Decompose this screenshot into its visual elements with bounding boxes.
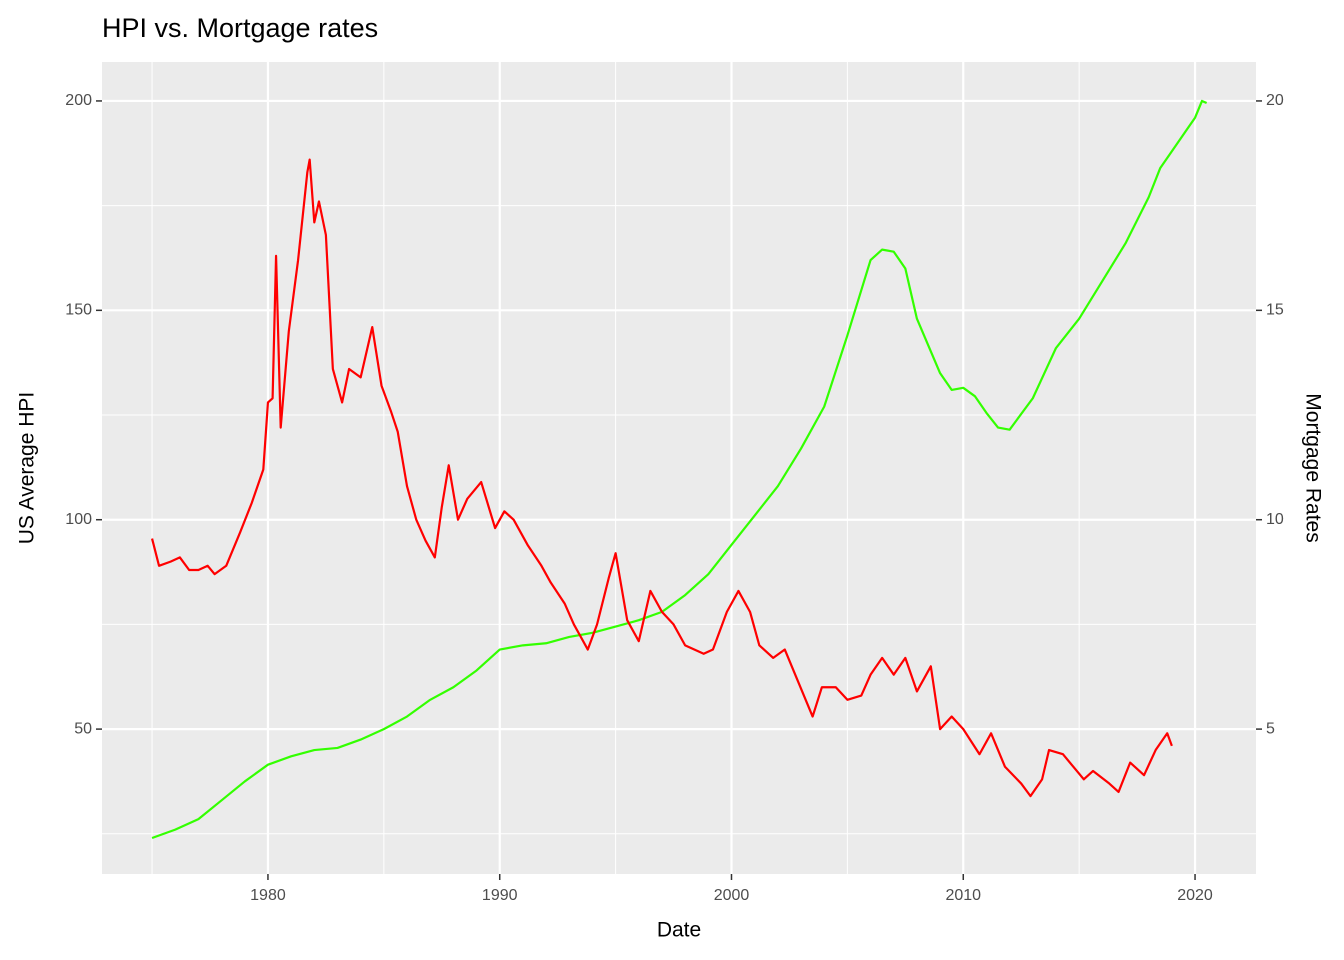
y2-tick-label: 5 (1266, 720, 1275, 737)
x-axis-title: Date (657, 919, 701, 942)
x-tick-label: 1990 (482, 887, 518, 904)
chart-title: HPI vs. Mortgage rates (102, 13, 378, 43)
y2-tick-label: 10 (1266, 511, 1284, 528)
grid (102, 62, 1256, 874)
y-tick-label: 50 (74, 720, 92, 737)
x-tick-label: 1980 (250, 887, 286, 904)
x-tick-label: 2010 (945, 887, 981, 904)
y-tick-label: 150 (65, 302, 92, 319)
x-tick-label: 2000 (714, 887, 750, 904)
y-axis-title: US Average HPI (16, 392, 39, 545)
y-tick-label: 200 (65, 92, 92, 109)
y2-tick-label: 20 (1266, 92, 1284, 109)
panel (102, 62, 1256, 874)
y2-axis-title: Mortgage Rates (1301, 393, 1324, 542)
marks (150, 99, 1208, 840)
line (150, 158, 1173, 798)
y2-tick-label: 15 (1266, 302, 1284, 319)
line (151, 99, 1208, 840)
y-tick-label: 100 (65, 511, 92, 528)
x-tick-label: 2020 (1177, 887, 1213, 904)
